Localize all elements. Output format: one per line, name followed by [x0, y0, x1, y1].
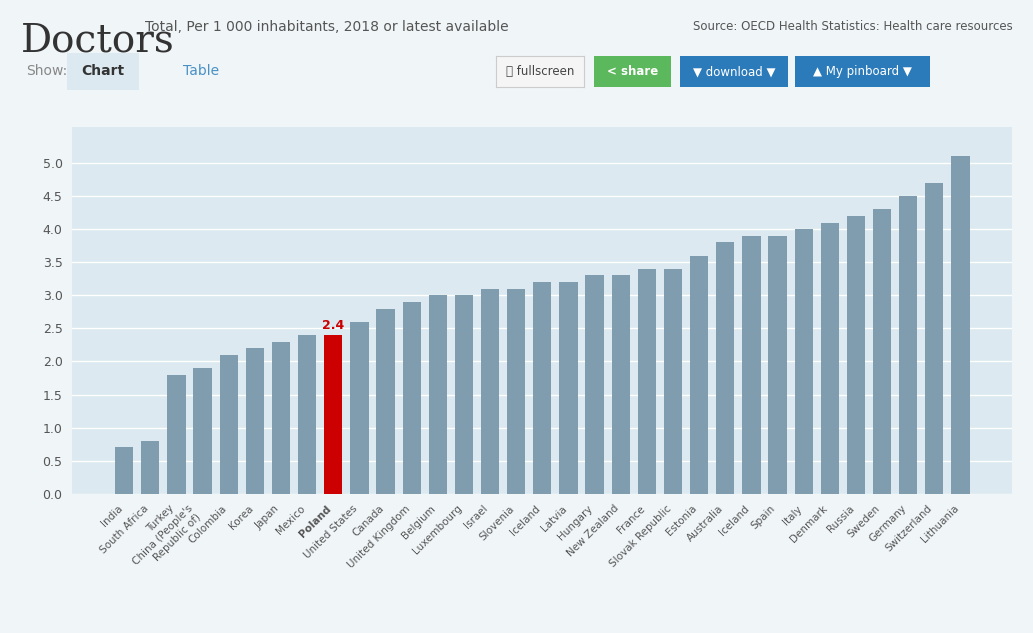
Bar	[612, 275, 630, 494]
Bar	[350, 322, 369, 494]
Bar	[455, 295, 473, 494]
Bar	[899, 196, 917, 494]
Bar	[586, 275, 603, 494]
Bar	[664, 269, 682, 494]
Bar	[873, 210, 891, 494]
Bar	[559, 282, 577, 494]
Bar	[142, 441, 159, 494]
Bar	[533, 282, 552, 494]
Text: Doctors: Doctors	[21, 22, 175, 59]
Text: Total, Per 1 000 inhabitants, 2018 or latest available: Total, Per 1 000 inhabitants, 2018 or la…	[145, 20, 508, 34]
Bar	[324, 335, 342, 494]
Text: Table: Table	[184, 64, 219, 78]
Text: Show:: Show:	[26, 64, 67, 78]
Bar	[115, 448, 133, 494]
Bar	[794, 229, 813, 494]
Bar	[820, 223, 839, 494]
Bar	[220, 355, 238, 494]
Bar	[298, 335, 316, 494]
Text: Source: OECD Health Statistics: Health care resources: Source: OECD Health Statistics: Health c…	[692, 20, 1012, 34]
Bar	[246, 348, 264, 494]
Bar	[637, 269, 656, 494]
Text: ⧂ fullscreen: ⧂ fullscreen	[505, 65, 574, 78]
Bar	[193, 368, 212, 494]
FancyBboxPatch shape	[67, 53, 139, 90]
Bar	[690, 256, 709, 494]
Bar	[403, 302, 420, 494]
Bar	[769, 235, 787, 494]
Text: 2.4: 2.4	[322, 318, 344, 332]
Bar	[951, 156, 970, 494]
Bar	[429, 295, 447, 494]
Bar	[481, 289, 499, 494]
Text: ▼ download ▼: ▼ download ▼	[693, 65, 775, 78]
Bar	[743, 235, 760, 494]
Bar	[507, 289, 526, 494]
Text: Chart: Chart	[82, 64, 125, 78]
Bar	[926, 183, 943, 494]
Bar	[716, 242, 734, 494]
Text: ▲ My pinboard ▼: ▲ My pinboard ▼	[813, 65, 912, 78]
Bar	[167, 375, 186, 494]
Text: < share: < share	[607, 65, 658, 78]
Bar	[376, 308, 395, 494]
Bar	[272, 342, 290, 494]
Bar	[847, 216, 865, 494]
